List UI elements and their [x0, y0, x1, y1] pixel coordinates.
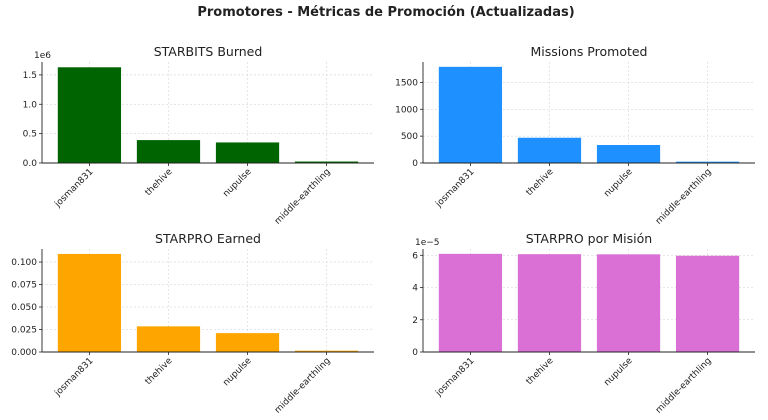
- bar-nupulse: [215, 333, 280, 352]
- bar-middle-earthling: [675, 255, 740, 352]
- y-tick-label: 0.5: [23, 130, 37, 140]
- y-tick-label: 1.5: [23, 71, 37, 81]
- panel-4: 0 2 4 6 josman831 thehive nupulse middle-earthl…: [412, 231, 755, 416]
- y-tick-label: 1500: [395, 78, 418, 88]
- bar-nupulse: [596, 145, 661, 163]
- bar-thehive: [136, 326, 201, 352]
- x-tick-label: josman831: [53, 167, 96, 210]
- y-tick-label: 0.0: [23, 159, 38, 169]
- x-tick-label: nupulse: [221, 356, 254, 389]
- y-tick-label: 0: [412, 348, 418, 358]
- y-tick-label: 0.025: [11, 326, 37, 336]
- x-tick-label: middle-earthling: [273, 167, 333, 227]
- y-tick-label: 0.075: [11, 281, 37, 291]
- panel-title: STARPRO Earned: [155, 231, 261, 246]
- x-tick-label: josman831: [434, 167, 477, 210]
- figure-title: Promotores - Métricas de Promoción (Actu…: [197, 5, 574, 20]
- bar-middle-earthling: [294, 161, 359, 163]
- y-tick-label: 0.100: [11, 258, 37, 268]
- x-tick-label: thehive: [525, 356, 556, 387]
- x-tick-label: nupulse: [602, 167, 635, 200]
- y-tick-label: 500: [401, 132, 418, 142]
- bar-nupulse: [596, 254, 661, 352]
- bar-nupulse: [215, 142, 280, 163]
- panel-2: 0 500 1000 1500 josman831 thehive nupulse middl…: [395, 44, 755, 227]
- bar-thehive: [517, 254, 582, 352]
- y-tick-label: 1.0: [23, 100, 38, 110]
- bar-thehive: [136, 140, 201, 163]
- axis-multiplier: 1e−5: [415, 238, 440, 248]
- panel-title: Missions Promoted: [531, 44, 648, 59]
- bar-josman831: [57, 67, 122, 163]
- x-tick-label: thehive: [144, 356, 175, 387]
- y-tick-label: 4: [412, 284, 418, 294]
- axis-multiplier: 1e6: [34, 51, 51, 61]
- y-tick-label: 0.000: [11, 348, 37, 358]
- y-tick-label: 2: [412, 316, 418, 326]
- x-tick-label: thehive: [144, 167, 175, 198]
- x-tick-label: josman831: [53, 356, 96, 399]
- panel-3: 0.000 0.025 0.050 0.075 0.100 josman831 thehiv…: [11, 231, 374, 416]
- x-tick-label: middle-earthling: [654, 167, 714, 227]
- bar-middle-earthling: [675, 161, 740, 163]
- x-tick-label: nupulse: [221, 167, 254, 200]
- bar-thehive: [517, 137, 582, 163]
- bar-josman831: [438, 253, 503, 352]
- panel-title: STARBITS Burned: [154, 44, 263, 59]
- y-tick-label: 0: [412, 159, 418, 169]
- bar-josman831: [57, 253, 122, 352]
- panel-title: STARPRO por Misión: [526, 231, 652, 246]
- x-tick-label: thehive: [525, 167, 556, 198]
- x-tick-label: middle-earthling: [654, 356, 714, 416]
- y-tick-label: 6: [412, 251, 418, 261]
- y-tick-label: 1000: [395, 105, 418, 115]
- panel-1: 0.0 0.5 1.0 1.5 josman831 thehive nupulse middl…: [23, 44, 374, 227]
- bar-middle-earthling: [294, 350, 359, 352]
- x-tick-label: josman831: [434, 356, 477, 399]
- y-tick-label: 0.050: [11, 303, 37, 313]
- panels: 0.0 0.5 1.0 1.5 josman831 thehive nupulse middl…: [11, 44, 755, 416]
- x-tick-label: middle-earthling: [273, 356, 333, 416]
- x-tick-label: nupulse: [602, 356, 635, 389]
- bar-josman831: [438, 66, 503, 163]
